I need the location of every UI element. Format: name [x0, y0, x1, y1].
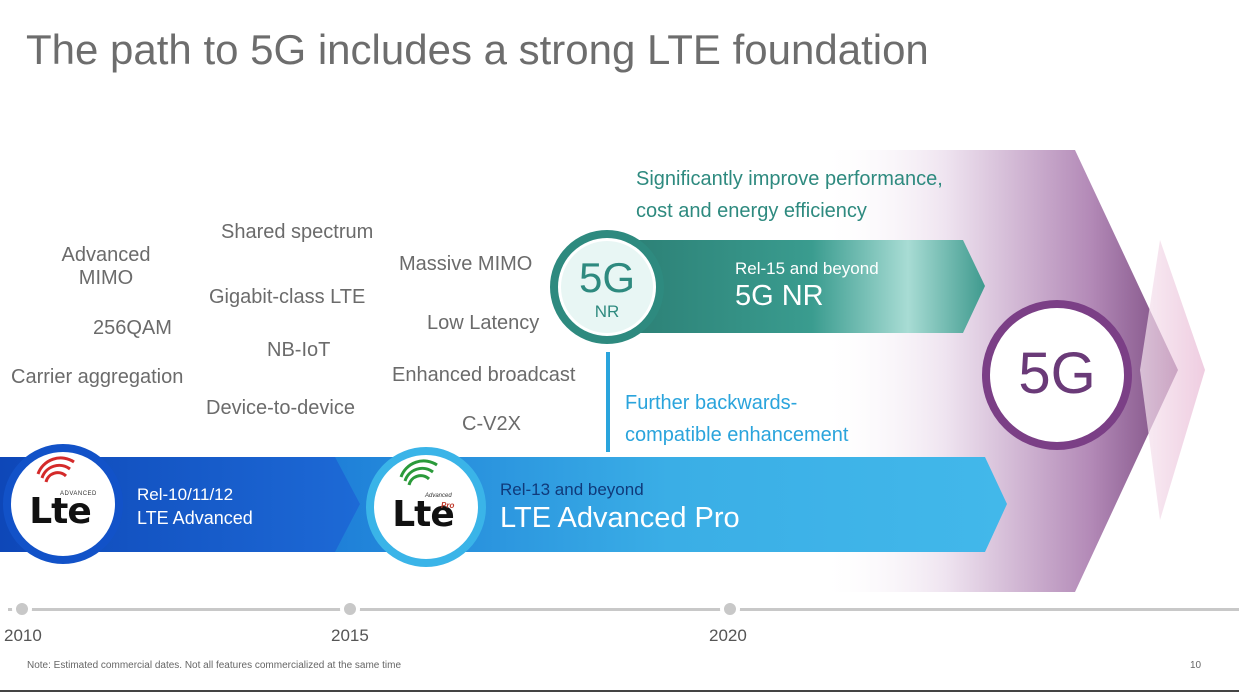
- page-number: 10: [1190, 660, 1202, 671]
- bottom-border: [0, 690, 1239, 692]
- feature-shared-spectrum: Shared spectrum: [221, 221, 374, 243]
- 5gnr-release: Rel-15 and beyond: [735, 259, 879, 278]
- 5gnr-band: [600, 240, 985, 333]
- nr-callout-line1: Significantly improve performance,: [636, 168, 943, 190]
- signal-icon-pro: [399, 459, 438, 486]
- feature-carrier-aggregation: Carrier aggregation: [11, 366, 184, 388]
- feature-nb-iot: NB-IoT: [267, 339, 331, 361]
- backcompat-callout: Further backwards- compatible enhancemen…: [625, 387, 848, 451]
- timeline-dot-2020: [720, 599, 740, 619]
- timeline-year-2020: 2020: [709, 626, 747, 645]
- lte-advanced-release: Rel-10/11/12: [137, 485, 234, 504]
- feature-enhanced-broadcast: Enhanced broadcast: [392, 364, 576, 386]
- timeline-dot-2010: [12, 599, 32, 619]
- lte-pro-name: LTE Advanced Pro: [500, 502, 740, 534]
- feature-gigabit-lte: Gigabit-class LTE: [209, 286, 366, 308]
- backcompat-callout-line2: compatible enhancement: [625, 424, 849, 446]
- 5gnr-badge-small: NR: [594, 302, 620, 321]
- feature-advanced-mimo-line1: Advanced: [61, 244, 151, 266]
- lte-pro-logo-word: Lte: [392, 494, 455, 535]
- feature-cv2x: C-V2X: [462, 413, 521, 435]
- nr-callout-line2: cost and energy efficiency: [636, 200, 867, 222]
- lte-pro-release: Rel-13 and beyond: [500, 480, 644, 499]
- 5gnr-badge-big: 5G: [578, 254, 636, 301]
- lte-pro-logo-tag: Advanced: [425, 493, 452, 499]
- 5gnr-name: 5G NR: [735, 280, 824, 312]
- timeline-year-2015: 2015: [331, 626, 369, 645]
- lte-advanced-name: LTE Advanced: [137, 508, 253, 528]
- timeline-year-2010: 2010: [4, 626, 42, 645]
- feature-low-latency: Low Latency: [427, 312, 540, 334]
- page-title: The path to 5G includes a strong LTE fou…: [26, 26, 929, 73]
- nr-callout: Significantly improve performance, cost …: [636, 163, 943, 227]
- feature-massive-mimo: Massive MIMO: [399, 253, 533, 275]
- lte-pro-logo: [366, 447, 486, 567]
- footer-note: Note: Estimated commercial dates. Not al…: [27, 660, 402, 671]
- timeline-line: [0, 608, 1239, 611]
- lte-logo-word: Lte: [29, 491, 92, 532]
- feature-d2d: Device-to-device: [206, 397, 355, 419]
- 5g-chevron-tip: [1140, 240, 1205, 520]
- timeline-dot-2015: [340, 599, 360, 619]
- lte-pro-band: [330, 457, 1007, 552]
- lte-pro-logo-tag2: Pro: [441, 501, 455, 510]
- backcompat-callout-line1: Further backwards-: [625, 392, 798, 414]
- backcompat-line: [606, 352, 610, 452]
- feature-256qam: 256QAM: [93, 317, 172, 339]
- lte-advanced-logo: [3, 444, 123, 564]
- signal-icon: [36, 456, 75, 483]
- lte-logo-tag: ADVANCED: [60, 491, 97, 497]
- 5g-badge: [982, 300, 1132, 450]
- feature-advanced-mimo: Advanced MIMO: [50, 244, 162, 290]
- 5g-badge-text: 5G: [1018, 341, 1096, 406]
- feature-advanced-mimo-line2: MIMO: [78, 267, 134, 289]
